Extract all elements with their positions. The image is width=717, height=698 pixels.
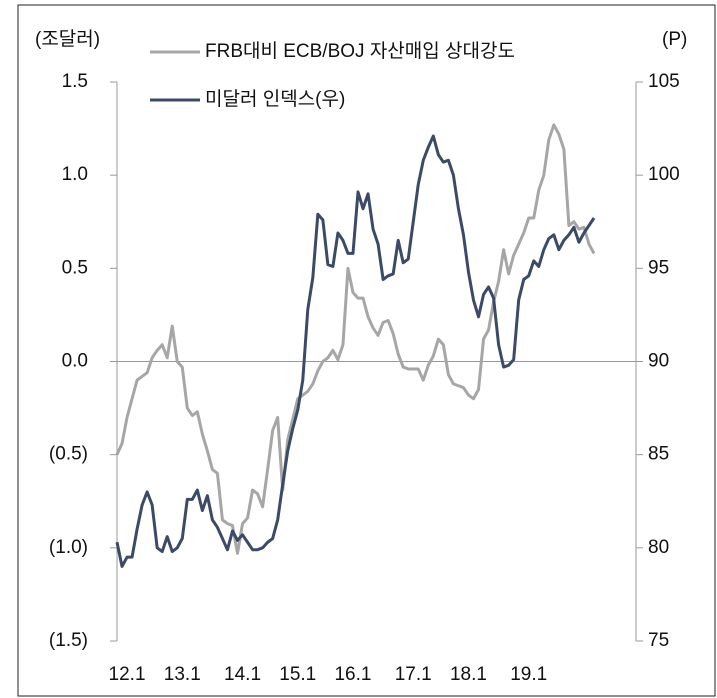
y-tick-label: (1.5): [49, 630, 88, 651]
series-line: [115, 123, 596, 555]
y2-tick-label: 95: [648, 257, 669, 278]
y2-tick-label: 85: [648, 444, 669, 465]
x-tick-label: 13.1: [164, 664, 201, 685]
y-tick-label: (0.5): [49, 444, 88, 465]
y-tick-label: 0.5: [62, 257, 88, 278]
y2-tick-label: 90: [648, 351, 669, 372]
y2-axis-label: (P): [662, 29, 687, 50]
x-tick-label: 19.1: [510, 664, 547, 685]
legend-label: FRB대비 ECB/BOJ 자산매입 상대강도: [205, 40, 515, 62]
x-tick-label: 16.1: [334, 664, 371, 685]
y2-tick-label: 100: [648, 164, 680, 185]
x-tick-label: 15.1: [279, 664, 316, 685]
y2-tick-label: 80: [648, 537, 669, 558]
y-tick-label: 0.0: [62, 351, 88, 372]
x-tick-label: 14.1: [224, 664, 261, 685]
y-tick-label: (1.0): [49, 537, 88, 558]
legend-label: 미달러 인덱스(우): [205, 88, 345, 110]
y-tick-label: 1.0: [62, 164, 88, 185]
frame: [17, 4, 716, 697]
x-tick-label: 17.1: [395, 664, 432, 685]
y-axis-label: (조달러): [35, 28, 100, 50]
series-line: [115, 134, 596, 568]
x-tick-label: 18.1: [450, 664, 487, 685]
y2-tick-label: 75: [648, 630, 669, 651]
y-tick-label: 1.5: [62, 71, 88, 92]
x-tick-label: 12.1: [109, 664, 146, 685]
y2-tick-label: 105: [648, 71, 680, 92]
